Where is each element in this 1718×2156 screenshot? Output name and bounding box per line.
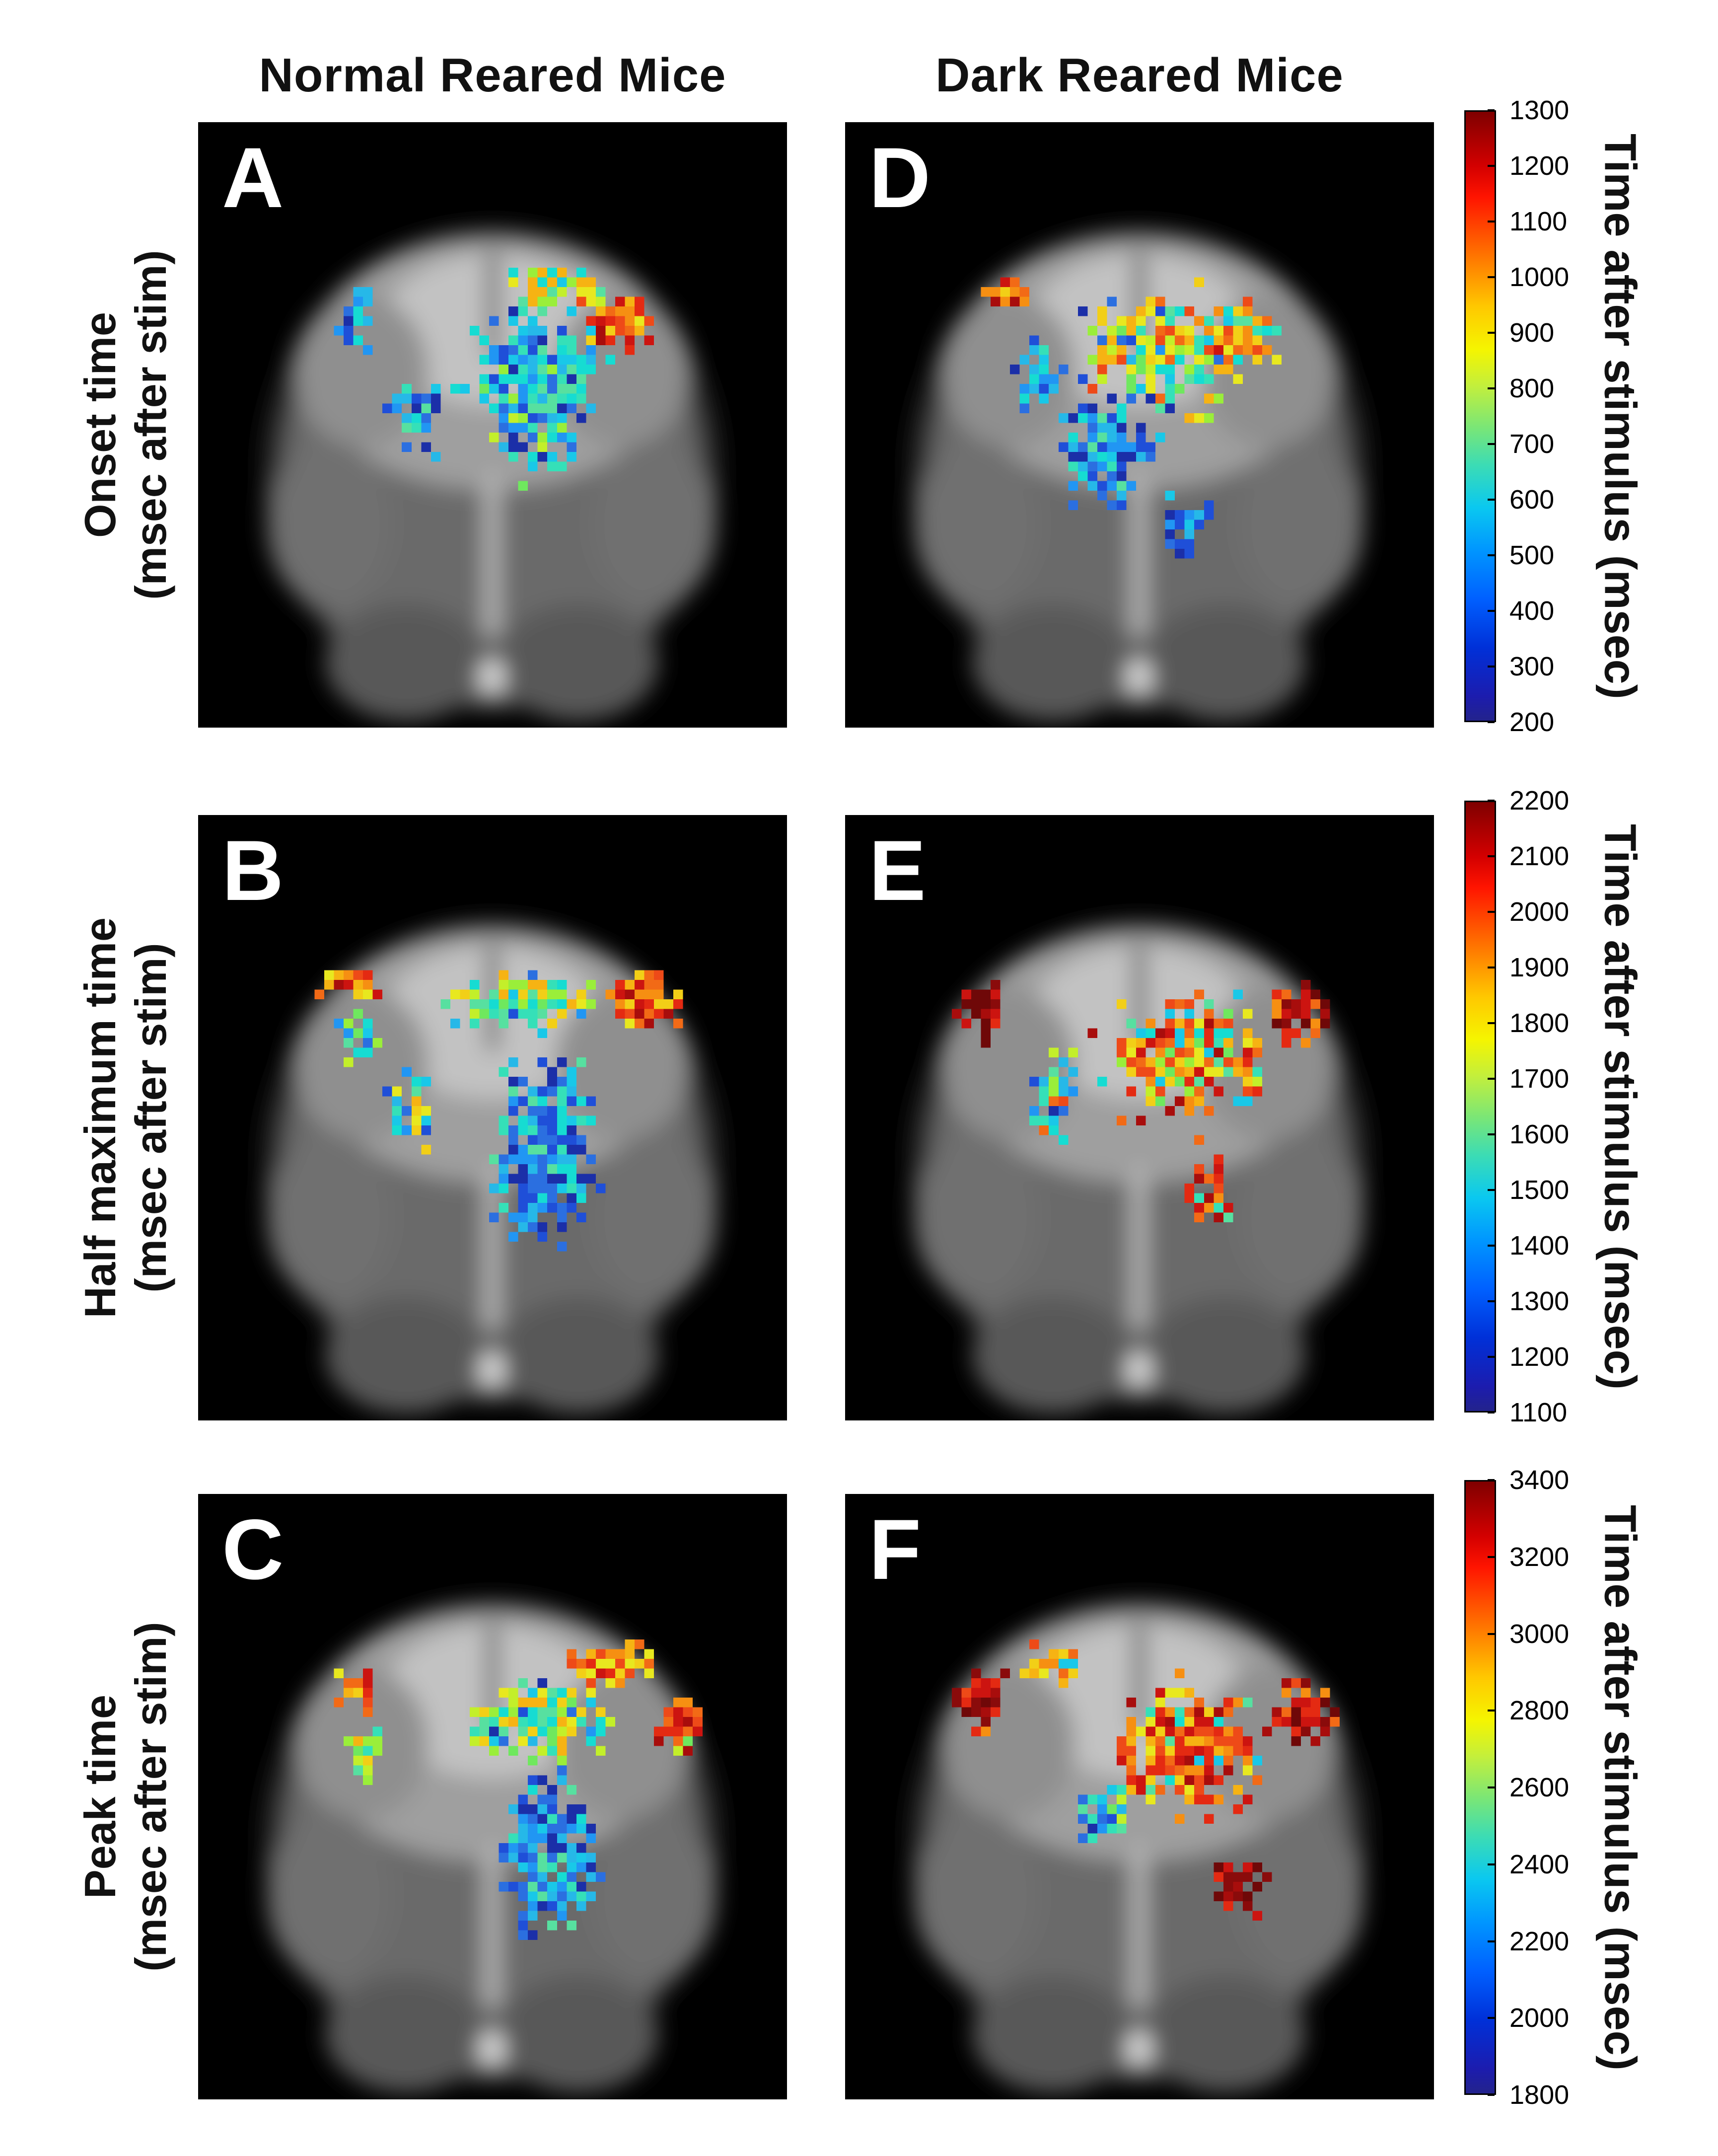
panel-letter-E: E	[869, 823, 926, 918]
colorbar-tick-label: 1200	[1509, 151, 1570, 181]
colorbar-tick-label: 2200	[1509, 1926, 1570, 1956]
panel-C: C	[198, 1494, 787, 2099]
colorbar-tick-label: 1300	[1509, 1286, 1570, 1316]
panel-F: F	[845, 1494, 1434, 2099]
colorbar-half-maximum	[1464, 801, 1496, 1413]
colorbar-onset	[1464, 110, 1496, 722]
colorbar-tick-label: 1700	[1509, 1064, 1570, 1094]
colorbar-tick-label: 500	[1509, 540, 1555, 570]
row-label-line2: (msec after stim)	[126, 943, 175, 1293]
column-header-dark-reared: Dark Reared Mice	[935, 49, 1344, 102]
colorbar-tick-label: 1400	[1509, 1231, 1570, 1261]
colorbar-tick-label: 800	[1509, 373, 1555, 403]
colorbar-tick-label: 1900	[1509, 953, 1570, 982]
panel-letter-D: D	[869, 130, 931, 225]
colorbar-axis-label-peak: Time after stimulus (msec)	[1595, 1504, 1645, 2071]
brain-image-F	[845, 1494, 1434, 2099]
brain-image-B	[198, 815, 787, 1420]
column-header-normal-reared: Normal Reared Mice	[259, 49, 726, 102]
colorbar-tick-label: 2100	[1509, 841, 1570, 871]
colorbar-tick-label: 3200	[1509, 1542, 1570, 1572]
colorbar-tick-label: 1100	[1509, 207, 1568, 236]
panel-D: D	[845, 122, 1434, 728]
colorbar-tick-label: 2600	[1509, 1773, 1570, 1802]
colorbar-tick-label: 700	[1509, 429, 1555, 459]
colorbar-tick-label: 2200	[1509, 786, 1570, 816]
brain-image-C	[198, 1494, 787, 2099]
colorbar-tick-label: 2000	[1509, 2003, 1570, 2033]
brain-image-D	[845, 122, 1434, 728]
colorbar-tick-label: 400	[1509, 596, 1555, 626]
row-label-line1: Peak time	[75, 1695, 125, 1899]
row-label-line2: (msec after stim)	[126, 1622, 175, 1972]
colorbar-tick-label: 1500	[1509, 1175, 1570, 1205]
row-label-line1: Onset time	[75, 312, 125, 538]
colorbar-tick-label: 1800	[1509, 2080, 1570, 2110]
colorbar-tick-label: 3400	[1509, 1465, 1570, 1495]
brain-image-A	[198, 122, 787, 728]
colorbar-tick-label: 1800	[1509, 1008, 1570, 1038]
colorbar-axis-label-half-maximum: Time after stimulus (msec)	[1595, 823, 1645, 1390]
colorbar-tick-label: 1600	[1509, 1119, 1570, 1149]
brain-image-E	[845, 815, 1434, 1420]
colorbar-tick-label: 200	[1509, 707, 1555, 737]
colorbar-tick-label: 2000	[1509, 897, 1570, 927]
colorbar-tick-label: 1300	[1509, 95, 1570, 125]
panel-letter-A: A	[222, 130, 284, 225]
colorbar-tick-label: 1200	[1509, 1342, 1570, 1372]
colorbar-tick-label: 1100	[1509, 1398, 1568, 1427]
panel-letter-C: C	[222, 1502, 284, 1597]
colorbar-tick-label: 900	[1509, 318, 1555, 348]
colorbar-tick-label: 1000	[1509, 262, 1570, 292]
colorbar-axis-label-onset: Time after stimulus (msec)	[1595, 133, 1645, 699]
row-label-onset-time: Onset time (msec after stim)	[73, 122, 178, 728]
panel-E: E	[845, 815, 1434, 1420]
row-label-line1: Half maximum time	[75, 917, 125, 1318]
row-label-peak-time: Peak time (msec after stim)	[73, 1494, 178, 2099]
colorbar-tick-label: 2400	[1509, 1849, 1570, 1879]
row-label-line2: (msec after stim)	[126, 250, 175, 600]
panel-A: A	[198, 122, 787, 728]
row-label-half-maximum-time: Half maximum time (msec after stim)	[73, 815, 178, 1420]
panel-B: B	[198, 815, 787, 1420]
colorbar-tick-label: 3000	[1509, 1619, 1570, 1649]
panel-letter-B: B	[222, 823, 284, 918]
colorbar-tick-label: 600	[1509, 485, 1555, 515]
colorbar-tick-label: 2800	[1509, 1696, 1570, 1726]
panel-letter-F: F	[869, 1502, 922, 1597]
colorbar-tick-label: 300	[1509, 652, 1555, 681]
colorbar-peak	[1464, 1480, 1496, 2095]
